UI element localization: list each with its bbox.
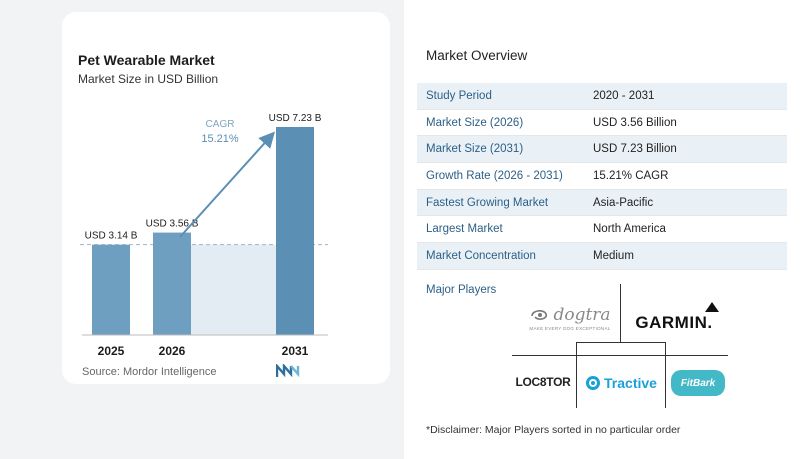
overview-row: Growth Rate (2026 - 2031) 15.21% CAGR xyxy=(417,163,787,190)
tractive-logo: Tractive xyxy=(579,366,663,400)
dogtra-logo: dogtra MAKE EVERY DOG EXCEPTIONAL xyxy=(524,298,616,338)
chart-card: Pet Wearable Market Market Size in USD B… xyxy=(62,12,390,384)
overview-row-value: USD 7.23 Billion xyxy=(593,143,677,156)
logo-grid-divider xyxy=(576,342,666,343)
fitbark-logo: FitBark xyxy=(670,367,726,399)
overview-row: Study Period 2020 - 2031 xyxy=(417,83,787,110)
locator-logo: LOC8TOR xyxy=(512,364,574,400)
bar-value-label: USD 7.23 B xyxy=(269,113,322,124)
overview-row: Largest Market North America xyxy=(417,216,787,244)
cagr-value: 15.21% xyxy=(201,133,239,145)
overview-row-value: 15.21% CAGR xyxy=(593,169,669,182)
logo-grid-divider xyxy=(665,342,666,408)
locator-wordmark: LOC8TOR xyxy=(515,375,571,389)
overview-row-label: Market Concentration xyxy=(426,249,536,262)
overview-row-value: North America xyxy=(593,223,666,236)
bar-value-label: USD 3.14 B xyxy=(85,231,138,242)
overview-row: Market Concentration Medium xyxy=(417,243,787,270)
bar-2031 xyxy=(276,127,314,335)
logo-grid-divider xyxy=(576,342,577,408)
bar-value-label: USD 3.56 B xyxy=(146,219,199,230)
baseline-shade xyxy=(191,244,276,335)
tractive-wordmark: Tractive xyxy=(604,375,657,391)
overview-row: Market Size (2031) USD 7.23 Billion xyxy=(417,136,787,164)
bar-2026 xyxy=(153,232,191,335)
market-overview-panel: Market Overview Study Period 2020 - 2031 M… xyxy=(404,0,800,459)
chart-subtitle: Market Size in USD Billion xyxy=(78,72,219,86)
overview-row-value: 2020 - 2031 xyxy=(593,89,655,102)
disclaimer-text: *Disclaimer: Major Players sorted in no … xyxy=(426,424,681,436)
x-tick-label: 2025 xyxy=(98,344,125,358)
overview-row-value: Asia-Pacific xyxy=(593,196,654,209)
bar-2025 xyxy=(92,244,130,335)
source-text: Source: Mordor Intelligence xyxy=(82,366,217,378)
x-tick-label: 2031 xyxy=(282,344,309,358)
overview-row-label: Growth Rate (2026 - 2031) xyxy=(426,169,563,182)
overview-row: Fastest Growing Market Asia-Pacific xyxy=(417,189,787,217)
major-players-title: Major Players xyxy=(426,284,497,296)
overview-row-label: Study Period xyxy=(426,89,492,102)
tractive-pin-icon xyxy=(586,376,601,390)
garmin-triangle-icon xyxy=(705,302,719,312)
dogtra-swirl-icon xyxy=(531,310,548,320)
logo-grid-divider xyxy=(512,355,728,356)
mordor-logo-icon xyxy=(276,364,300,378)
dogtra-tagline: MAKE EVERY DOG EXCEPTIONAL xyxy=(529,326,611,331)
overview-row-label: Market Size (2031) xyxy=(426,143,524,156)
overview-row-value: Medium xyxy=(593,249,634,262)
overview-row-label: Market Size (2026) xyxy=(426,116,524,129)
logo-grid-divider xyxy=(620,284,621,342)
x-tick-label: 2026 xyxy=(159,344,186,358)
overview-title: Market Overview xyxy=(426,48,528,63)
fitbark-wordmark: FitBark xyxy=(680,377,716,389)
overview-row-label: Fastest Growing Market xyxy=(426,196,549,209)
cagr-label: CAGR xyxy=(206,119,235,130)
bar-chart: USD 3.14 B 2025 USD 3.56 B 2026 USD 7.23 B 20… xyxy=(80,113,328,358)
garmin-wordmark: GARMIN. xyxy=(635,313,713,332)
overview-row-label: Largest Market xyxy=(426,223,503,236)
garmin-logo: GARMIN. xyxy=(626,296,722,340)
overview-table: Study Period 2020 - 2031 Market Size (2026… xyxy=(417,83,787,270)
overview-row-value: USD 3.56 Billion xyxy=(593,116,677,129)
cagr-arrow xyxy=(179,131,276,238)
dogtra-wordmark: dogtra xyxy=(553,305,611,325)
overview-row: Market Size (2026) USD 3.56 Billion xyxy=(417,110,787,137)
fitbark-bone-icon: FitBark xyxy=(671,370,725,396)
chart-title: Pet Wearable Market xyxy=(78,52,215,68)
